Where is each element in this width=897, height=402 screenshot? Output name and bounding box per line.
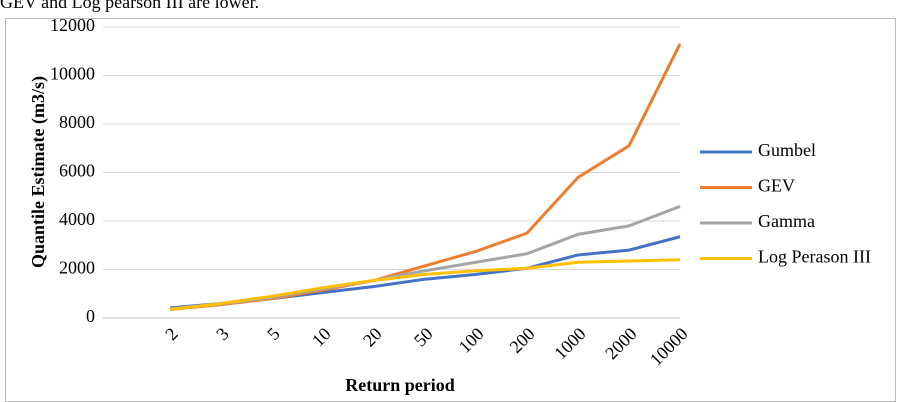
y-tick-label: 10000	[50, 64, 95, 84]
y-axis-label: Quantile Estimate (m3/s)	[28, 76, 49, 268]
series-line	[169, 205, 681, 311]
y-tick-label: 12000	[50, 15, 95, 35]
y-tick-label: 4000	[59, 209, 95, 229]
legend-label: Gumbel	[758, 140, 816, 160]
x-tick-label: 20	[359, 324, 386, 351]
y-tick-label: 2000	[59, 258, 95, 278]
y-tick-label: 6000	[59, 161, 95, 181]
x-tick-label: 200	[506, 324, 539, 357]
x-axis-label: Return period	[345, 375, 455, 395]
y-tick-label: 8000	[59, 112, 95, 132]
x-tick-label: 3	[212, 324, 233, 345]
caption: GEV and Log pearson III are lower.	[0, 0, 259, 12]
y-tick-label: 0	[86, 306, 95, 326]
x-tick-label: 2000	[601, 324, 641, 364]
legend-label: Gamma	[758, 211, 815, 231]
series-line	[169, 258, 681, 312]
legend-label: GEV	[758, 176, 795, 196]
series-line	[169, 235, 681, 310]
x-tick-label: 2	[161, 324, 182, 345]
x-tick-label: 10	[308, 324, 335, 351]
legend-label: Log Perason III	[758, 247, 871, 267]
x-tick-label: 50	[410, 324, 437, 351]
x-tick-label: 100	[455, 324, 488, 357]
x-tick-label: 1000	[550, 324, 590, 364]
x-tick-label: 10000	[646, 324, 692, 370]
x-tick-label: 5	[263, 324, 284, 345]
